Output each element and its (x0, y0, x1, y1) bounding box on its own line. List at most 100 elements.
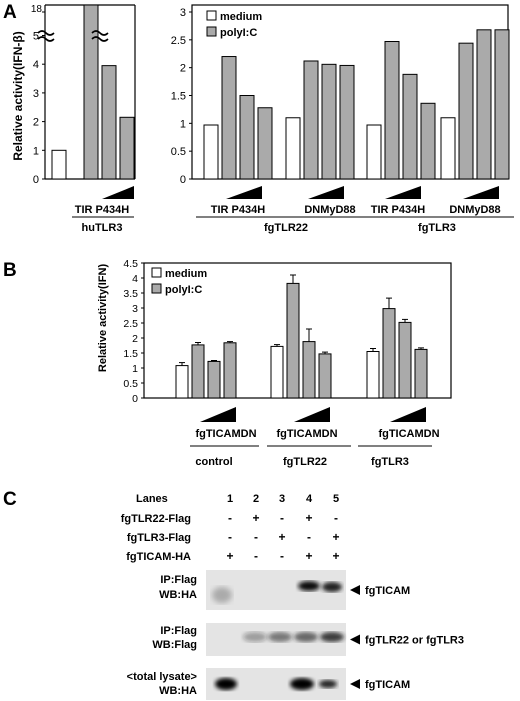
bar-medium (270, 345, 284, 399)
y-tick-label: 3.5 (123, 288, 138, 300)
blot-band (322, 582, 342, 592)
bar-medium (440, 117, 456, 180)
bar-polyic (414, 348, 428, 399)
bar-polyic (384, 41, 400, 180)
blot-arrow (350, 634, 360, 645)
western-blot: Lanes 1 2 3 4 5 fgTLR22-Flag - + - + - fgTLR3-Flag -… (121, 493, 464, 700)
legend-swatch-polyic (206, 26, 217, 37)
panel-label-b: B (3, 260, 17, 281)
y-tick-label: 4 (33, 59, 39, 71)
y-tick-label: 3 (132, 303, 138, 315)
lane-number: 2 (253, 493, 259, 505)
blot-band (320, 632, 344, 642)
dose-wedge (102, 186, 134, 199)
bar-medium (51, 149, 67, 180)
bar-medium (366, 124, 382, 180)
condition-label: fgTLR22-Flag (121, 513, 191, 525)
axis-top-label: 18 (31, 4, 43, 15)
condition-mark: - (228, 511, 232, 525)
legend-swatch-medium (206, 10, 217, 21)
lanes-label: Lanes (136, 493, 168, 505)
bar-polyic (119, 116, 135, 180)
blot-band (294, 632, 318, 642)
bar-polyic (221, 56, 237, 180)
group-label: control (195, 456, 232, 468)
group-label: fgTLR22 (264, 222, 308, 234)
condition-mark: + (332, 549, 339, 563)
panel-b-ylabel: Relative activity(IFN) (97, 264, 109, 373)
bar-polyic (321, 63, 337, 180)
dose-wedge (226, 186, 262, 199)
blot-arrow (350, 679, 360, 689)
y-tick-label: 2.5 (123, 318, 138, 330)
blot-row-label: IP:Flag (160, 574, 197, 586)
legend-label-medium-b: medium (165, 268, 207, 280)
blot-band (298, 581, 320, 591)
blot-row-label: IP:Flag (160, 625, 197, 637)
y-tick-label: 1 (33, 145, 39, 157)
legend-swatch-medium-b (151, 267, 162, 278)
treatment-label: fgTICAMDN (276, 428, 337, 440)
condition-mark: + (252, 511, 259, 525)
blot-band (319, 680, 337, 688)
y-tick-label: 4.5 (123, 258, 138, 270)
dose-wedge (463, 186, 499, 199)
lane-number: 3 (279, 493, 285, 505)
lane-number: 5 (333, 493, 339, 505)
bar-polyic (398, 321, 412, 399)
y-tick-label: 1.5 (123, 348, 138, 360)
panel-b-legend: medium polyI:C (151, 267, 207, 296)
legend-label-polyic: polyI:C (220, 27, 257, 39)
y-tick-label: 2 (33, 117, 39, 129)
blot-band (290, 678, 314, 690)
blot-row-label: <total lysate> (127, 671, 197, 683)
bar-polyic (257, 107, 273, 180)
bar-polyic (101, 65, 117, 180)
blot-band-label: fgTICAM (365, 585, 410, 597)
treatment-label: TIR P434H (75, 204, 129, 216)
treatment-label: TIR P434H (211, 204, 265, 216)
group-label: fgTLR3 (418, 222, 456, 234)
bar-polyic (402, 73, 418, 180)
bar-polyic (382, 308, 396, 399)
dose-wedge (385, 186, 421, 199)
condition-mark: + (226, 549, 233, 563)
blot-band (243, 632, 267, 642)
blot-band (268, 632, 292, 642)
bar-polyic (207, 360, 221, 399)
blot-band-label: fgTICAM (365, 679, 410, 691)
blot-band (212, 587, 232, 603)
condition-mark: - (228, 530, 232, 544)
bar-polyic (318, 353, 332, 399)
panel-a-left-plot: 18 Relative activity(IFN-β) 0 1 2 3 4 5 TIR P4… (11, 4, 136, 234)
condition-mark: - (307, 530, 311, 544)
condition-mark: - (254, 530, 258, 544)
blot-row-label: WB:Flag (152, 639, 197, 651)
blot-arrow (350, 585, 360, 595)
panel-a-right-plot: 0 0.5 1 1.5 2 2.5 3 TIR P434H DNMyD88 TIR P434H DN… (171, 4, 514, 234)
bar-polyic (494, 29, 510, 180)
blot-row-label: WB:HA (159, 589, 197, 601)
y-tick-label: 0.5 (171, 146, 186, 158)
panel-label-a: A (3, 2, 17, 23)
group-label: fgTLR3 (371, 456, 409, 468)
bar-polyic (302, 341, 316, 399)
y-tick-label: 0.5 (123, 378, 138, 390)
bar-medium (175, 365, 189, 399)
y-tick-label: 1 (132, 363, 138, 375)
y-tick-label: 4 (132, 273, 138, 285)
y-tick-label: 2 (132, 333, 138, 345)
axis-break-mark (37, 30, 55, 42)
group-label: huTLR3 (82, 222, 123, 234)
lane-number: 1 (227, 493, 233, 505)
bar-polyic (286, 282, 300, 399)
panel-a-ylabel: Relative activity(IFN-β) (11, 31, 25, 160)
bar-polyic (476, 29, 492, 180)
legend-label-polyic-b: polyI:C (165, 284, 202, 296)
axis-break-mark (91, 30, 109, 42)
treatment-label: DNMyD88 (304, 204, 355, 216)
bar-medium (285, 117, 301, 180)
condition-mark: - (334, 511, 338, 525)
bar-polyic (223, 342, 237, 399)
